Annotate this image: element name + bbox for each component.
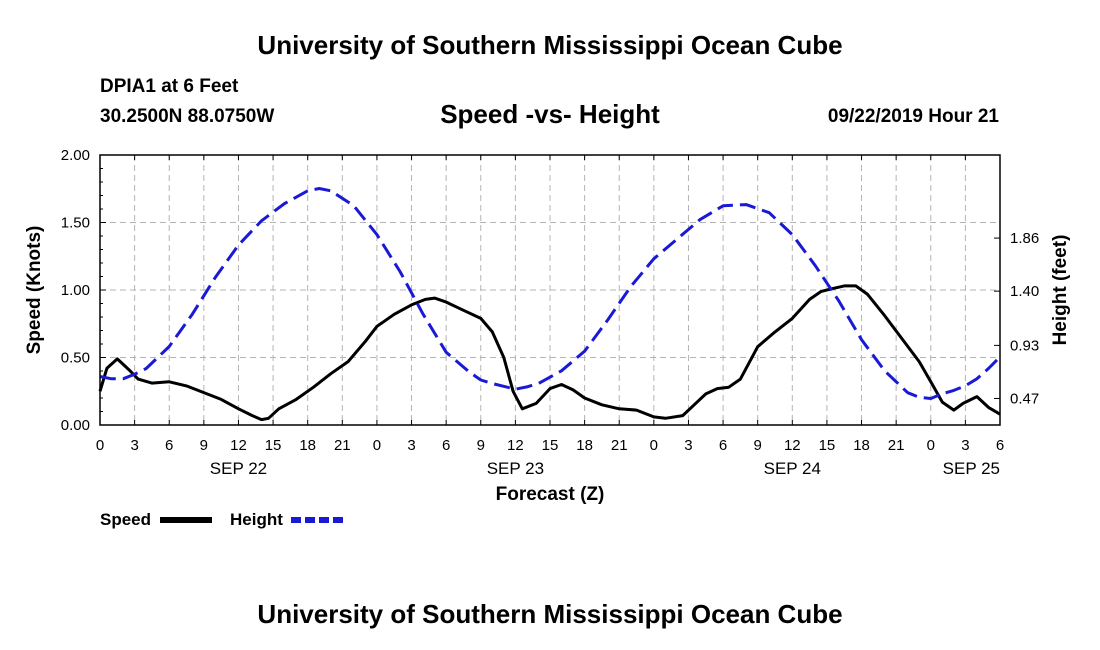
x-tick-label: 21	[334, 437, 351, 454]
x-tick-label: 18	[299, 437, 316, 454]
x-tick-label: 6	[719, 437, 727, 454]
x-tick-label: 21	[888, 437, 905, 454]
y-left-tick-label: 0.00	[61, 417, 90, 434]
x-tick-label: 15	[265, 437, 282, 454]
legend: Speed Height	[100, 510, 343, 529]
footer-title: University of Southern Mississippi Ocean…	[257, 599, 843, 629]
x-tick-label: 18	[853, 437, 870, 454]
y-left-tick-label: 1.00	[61, 282, 90, 299]
y-right-tick-label: 1.86	[1010, 230, 1039, 247]
forecast-datetime: 09/22/2019 Hour 21	[827, 106, 999, 127]
x-tick-label: 9	[200, 437, 208, 454]
x-tick-label: 18	[576, 437, 593, 454]
x-tick-label: 15	[819, 437, 836, 454]
y-axis-right-label: Height (feet)	[1050, 235, 1071, 346]
x-tick-label: 6	[442, 437, 450, 454]
grid	[100, 155, 1000, 425]
x-tick-label: 3	[961, 437, 969, 454]
legend-height-label: Height	[230, 510, 283, 529]
height-series-line	[99, 187, 1002, 400]
station-coordinates: 30.2500N 88.0750W	[100, 106, 275, 127]
x-tick-label: 9	[477, 437, 485, 454]
speed-series-line	[98, 284, 1001, 422]
x-tick-label: 3	[130, 437, 138, 454]
x-tick-label: 12	[784, 437, 801, 454]
date-label: SEP 24	[764, 459, 821, 478]
x-tick-label: 6	[165, 437, 173, 454]
y-left-tick-label: 1.50	[61, 215, 90, 232]
axes: 0 3 6 9 12 15 18 21 0 3 6 9 12 15 18 21 0 3 6 9 12 15 18 21 0 3 6 S…	[61, 147, 1039, 478]
x-tick-label: 9	[754, 437, 762, 454]
x-tick-label: 15	[542, 437, 559, 454]
x-tick-label: 0	[373, 437, 381, 454]
date-label: SEP 22	[210, 459, 267, 478]
x-tick-label: 0	[927, 437, 935, 454]
x-axis-label: Forecast (Z)	[496, 484, 605, 505]
x-tick-label: 12	[507, 437, 524, 454]
date-label: SEP 23	[487, 459, 544, 478]
series	[98, 187, 1002, 422]
x-tick-label: 3	[407, 437, 415, 454]
x-tick-label: 12	[230, 437, 247, 454]
y-right-tick-label: 0.47	[1010, 390, 1039, 407]
y-right-tick-label: 0.93	[1010, 337, 1039, 354]
x-tick-label: 0	[96, 437, 104, 454]
page-title: University of Southern Mississippi Ocean…	[257, 30, 843, 60]
y-axis-left-label: Speed (Knots)	[24, 226, 45, 355]
x-tick-label: 0	[650, 437, 658, 454]
y-left-tick-label: 0.50	[61, 350, 90, 367]
x-tick-label: 21	[611, 437, 628, 454]
x-tick-label: 3	[684, 437, 692, 454]
x-tick-label: 6	[996, 437, 1004, 454]
y-right-tick-label: 1.40	[1010, 283, 1039, 300]
y-left-tick-label: 2.00	[61, 147, 90, 164]
station-label: DPIA1 at 6 Feet	[100, 76, 239, 97]
legend-speed-label: Speed	[100, 510, 151, 529]
chart-subtitle: Speed -vs- Height	[440, 99, 660, 129]
date-label: SEP 25	[943, 459, 1000, 478]
